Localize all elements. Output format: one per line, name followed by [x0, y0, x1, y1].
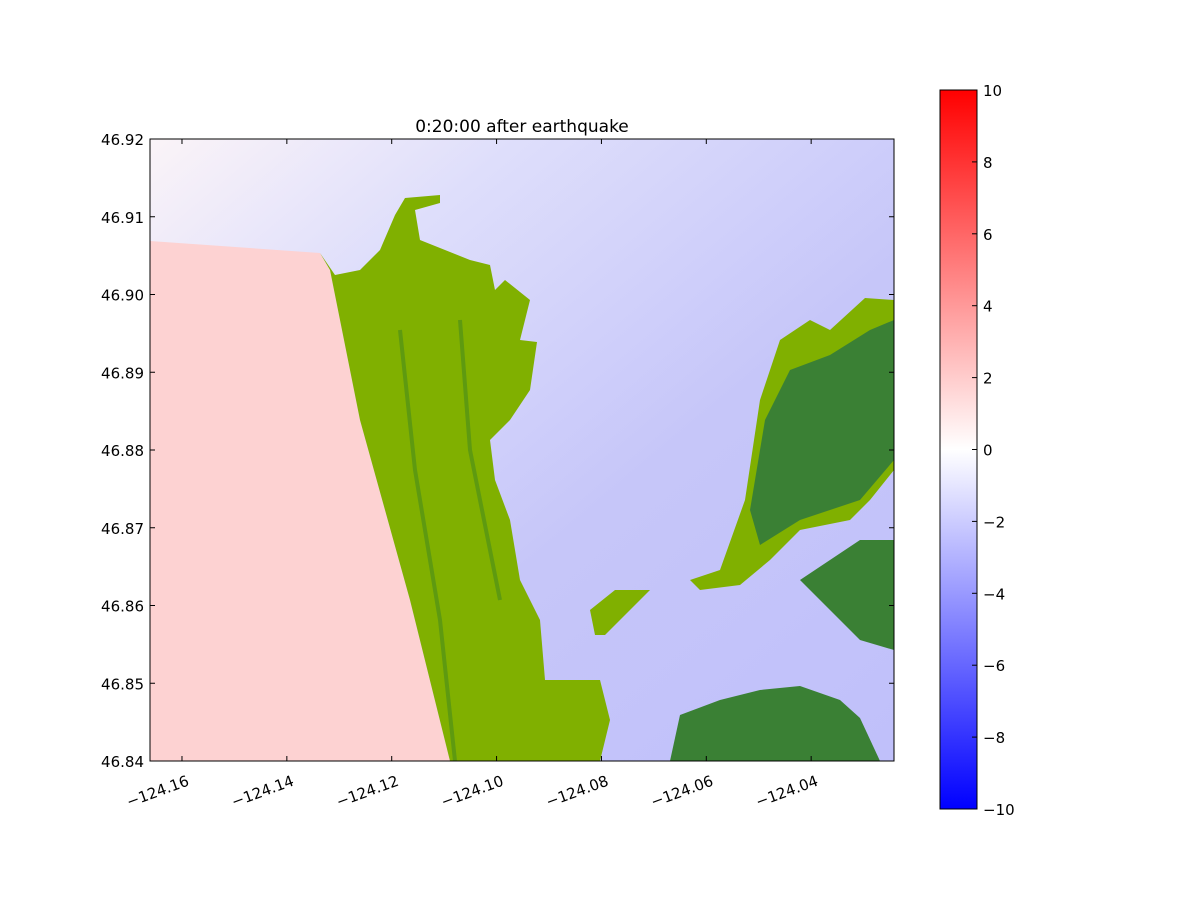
colorbar-tick-label: 10: [983, 82, 1002, 100]
colorbar-tick-label: −2: [983, 513, 1005, 531]
spit-ridge: [398, 319, 502, 761]
colorbar-tick-label: −6: [983, 657, 1005, 675]
x-tick-label: −124.16: [124, 772, 191, 811]
y-tick-label: 46.87: [101, 520, 144, 538]
y-tick-label: 46.92: [101, 131, 144, 149]
south-land: [670, 686, 880, 761]
x-tick-label: −124.08: [544, 772, 611, 811]
y-tick-label: 46.89: [101, 364, 144, 382]
colorbar-tick-label: 4: [983, 298, 993, 316]
colorbar-tick-label: 0: [983, 442, 993, 460]
y-tick-label: 46.88: [101, 442, 144, 460]
southeast-land: [800, 540, 894, 650]
y-tick-label: 46.91: [101, 209, 144, 227]
map-area: [150, 139, 894, 761]
colorbar-tick-label: 2: [983, 370, 993, 388]
y-tick-label: 46.85: [101, 675, 144, 693]
y-axis: 46.84 46.85 46.86 46.87 46.88 46.89 46.90 46.91…: [101, 131, 894, 771]
colorbar-tick-label: −4: [983, 585, 1005, 603]
y-tick-label: 46.90: [101, 287, 144, 305]
colorbar: [939, 89, 978, 810]
colorbar-tick-label: 6: [983, 226, 993, 244]
x-tick-label: −124.12: [334, 772, 401, 811]
spit-land: [320, 195, 610, 761]
small-island: [590, 590, 650, 635]
east-peninsula-high: [750, 320, 894, 545]
colorbar-axis: −10 −8 −6 −4 −2 0 2 4 6 8 10: [972, 82, 1015, 819]
colorbar-tick-label: −8: [983, 729, 1005, 747]
chart-title: 0:20:00 after earthquake: [415, 117, 629, 137]
colorbar-tick-label: −10: [983, 801, 1015, 819]
offshore-region: [150, 241, 450, 761]
y-tick-label: 46.84: [101, 753, 144, 771]
x-tick-label: −124.14: [229, 772, 296, 811]
y-tick-label: 46.86: [101, 598, 144, 616]
x-tick-label: −124.04: [753, 772, 820, 811]
x-tick-label: −124.10: [439, 772, 506, 811]
colorbar-tick-label: 8: [983, 154, 993, 172]
x-tick-label: −124.06: [648, 772, 715, 811]
